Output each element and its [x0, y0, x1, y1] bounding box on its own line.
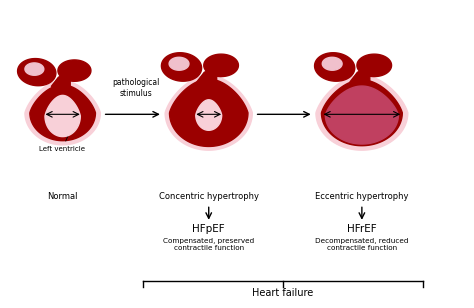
Polygon shape [25, 63, 44, 75]
Polygon shape [316, 75, 408, 150]
Polygon shape [25, 81, 100, 145]
Text: Compensated, preserved
contractile function: Compensated, preserved contractile funct… [163, 238, 255, 251]
Text: Normal: Normal [47, 192, 78, 201]
Polygon shape [325, 86, 398, 144]
Polygon shape [196, 100, 222, 130]
Text: HFrEF: HFrEF [347, 224, 377, 234]
Text: pathological
stimulus: pathological stimulus [112, 78, 159, 98]
Polygon shape [204, 54, 238, 77]
Polygon shape [169, 57, 189, 70]
Text: Concentric hypertrophy: Concentric hypertrophy [159, 192, 259, 201]
Polygon shape [45, 95, 80, 137]
Text: Eccentric hypertrophy: Eccentric hypertrophy [315, 192, 409, 201]
Text: Heart failure: Heart failure [252, 288, 314, 298]
Polygon shape [58, 60, 91, 81]
Text: HFpEF: HFpEF [192, 224, 225, 234]
Polygon shape [315, 53, 355, 81]
Polygon shape [30, 85, 95, 141]
Polygon shape [165, 75, 252, 150]
Text: Left ventricle: Left ventricle [39, 129, 85, 152]
Polygon shape [18, 59, 56, 86]
Polygon shape [321, 80, 402, 146]
Polygon shape [322, 57, 342, 70]
Polygon shape [162, 53, 201, 81]
Polygon shape [170, 79, 248, 146]
Polygon shape [357, 54, 392, 77]
Text: Decompensated, reduced
contractile function: Decompensated, reduced contractile funct… [315, 238, 409, 251]
